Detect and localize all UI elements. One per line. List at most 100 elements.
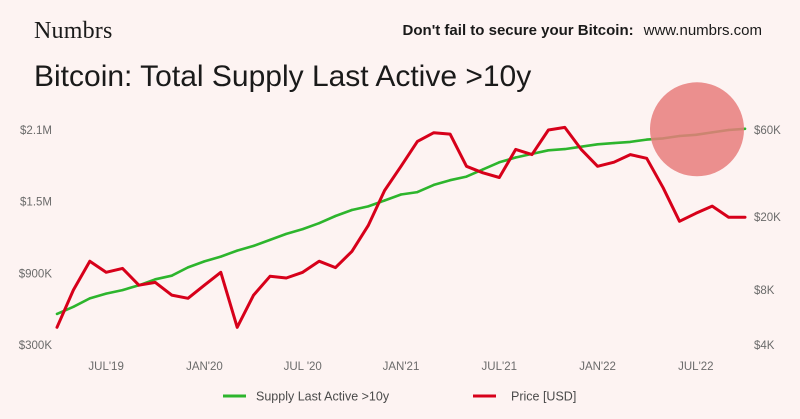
left-tick-label: $300K bbox=[19, 340, 53, 352]
right-tick-label: $20K bbox=[754, 212, 781, 224]
supply-series-point bbox=[481, 168, 485, 171]
price-series-point bbox=[383, 189, 386, 192]
supply-series-point bbox=[350, 208, 354, 212]
price-series-point bbox=[711, 204, 714, 208]
price-series-point bbox=[416, 140, 419, 143]
supply-series-point bbox=[317, 222, 321, 225]
supply-series-point bbox=[203, 260, 206, 263]
price-series-point bbox=[252, 293, 255, 297]
price-series-point bbox=[547, 128, 550, 132]
supply-series-point bbox=[645, 138, 648, 141]
supply-series-point bbox=[465, 175, 468, 178]
x-tick-label: JUL'21 bbox=[482, 361, 517, 373]
supply-series-point bbox=[219, 255, 222, 258]
price-series-point bbox=[399, 165, 403, 168]
price-series-point bbox=[104, 271, 108, 274]
right-axis: $4K $8K $20K $60K bbox=[754, 125, 781, 352]
right-tick-label: $60K bbox=[754, 125, 781, 137]
supply-series-point bbox=[367, 205, 370, 208]
price-series-point bbox=[448, 132, 452, 136]
brand-logo: Numbrs bbox=[34, 18, 113, 44]
supply-series-point bbox=[596, 143, 599, 146]
supply-series-point bbox=[186, 266, 190, 269]
promo-banner: Don't fail to secure your Bitcoin: www.nu… bbox=[403, 22, 762, 39]
price-series-point bbox=[203, 284, 206, 287]
price-series-point bbox=[236, 326, 239, 329]
supply-series-point bbox=[448, 179, 452, 182]
x-tick-label: JUL'22 bbox=[678, 361, 713, 373]
right-tick-label: $8K bbox=[754, 285, 775, 297]
supply-series-point bbox=[612, 141, 616, 145]
price-series-point bbox=[465, 165, 468, 168]
price-series-point bbox=[285, 276, 288, 280]
supply-series-point bbox=[236, 249, 239, 252]
supply-series-point bbox=[72, 305, 75, 308]
price-series-point bbox=[301, 271, 304, 274]
price-series-point bbox=[88, 260, 92, 263]
promo-text: Don't fail to secure your Bitcoin: bbox=[402, 22, 634, 39]
price-series-point bbox=[481, 171, 485, 174]
x-axis: JUL'19 JAN'20 JUL '20 JAN'21 JUL'21 JAN'22 JUL… bbox=[88, 361, 713, 373]
supply-series-point bbox=[55, 312, 59, 316]
price-series-point bbox=[121, 267, 124, 270]
supply-series-point bbox=[121, 288, 124, 292]
price-series-point bbox=[55, 326, 59, 329]
x-tick-label: JAN'20 bbox=[186, 361, 223, 373]
price-series-point bbox=[612, 161, 616, 164]
supply-series-point bbox=[498, 161, 501, 164]
price-series-point bbox=[317, 260, 321, 263]
x-tick-label: JUL '20 bbox=[284, 361, 322, 373]
supply-series-point bbox=[743, 127, 747, 130]
price-series-point bbox=[530, 153, 534, 156]
x-tick-label: JAN'22 bbox=[579, 361, 616, 373]
supply-series-point bbox=[383, 199, 386, 202]
price-series-point bbox=[72, 288, 75, 292]
legend: Supply Last Active >10y Price [USD] bbox=[223, 390, 576, 404]
supply-series-point bbox=[154, 278, 157, 281]
promo-url[interactable]: www.numbrs.com bbox=[643, 22, 762, 39]
price-series-point bbox=[334, 266, 337, 269]
price-series-point bbox=[219, 271, 222, 274]
supply-series-point bbox=[268, 238, 272, 242]
legend-label-price: Price [USD] bbox=[511, 390, 576, 404]
supply-series-point bbox=[416, 190, 419, 194]
supply-series-point bbox=[88, 297, 92, 300]
price-series-point bbox=[727, 216, 730, 219]
supply-series-point bbox=[252, 244, 255, 248]
right-tick-label: $4K bbox=[754, 340, 775, 352]
supply-series-point bbox=[285, 232, 288, 236]
price-series-point bbox=[350, 250, 354, 253]
price-series-point bbox=[432, 131, 435, 134]
price-series-point bbox=[694, 212, 698, 215]
page-title: Bitcoin: Total Supply Last Active >10y bbox=[34, 60, 532, 93]
left-tick-label: $1.5M bbox=[20, 197, 52, 209]
price-series-point bbox=[596, 165, 599, 168]
price-series-point bbox=[186, 297, 190, 300]
supply-series-point bbox=[432, 183, 435, 187]
price-series-point bbox=[563, 126, 566, 129]
left-tick-label: $2.1M bbox=[20, 125, 52, 137]
price-series-point bbox=[678, 220, 681, 223]
price-series-point bbox=[154, 281, 157, 284]
price-series-point bbox=[498, 176, 501, 179]
legend-label-supply: Supply Last Active >10y bbox=[256, 390, 390, 404]
series-lines bbox=[55, 125, 747, 329]
price-series-point bbox=[367, 224, 370, 227]
x-tick-label: JAN'21 bbox=[383, 361, 420, 373]
supply-series-point bbox=[629, 140, 632, 144]
left-axis: $300K $900K $1.5M $2.1M bbox=[19, 125, 53, 352]
supply-series-point bbox=[399, 193, 403, 196]
price-series-point bbox=[137, 284, 141, 287]
price-series-point bbox=[170, 293, 173, 297]
supply-series-point bbox=[514, 156, 517, 159]
supply-series-point bbox=[301, 227, 304, 231]
price-series-point bbox=[268, 275, 272, 278]
supply-series-point bbox=[104, 292, 108, 295]
price-series-point bbox=[629, 153, 632, 156]
x-tick-label: JUL'19 bbox=[88, 361, 123, 373]
left-tick-label: $900K bbox=[19, 268, 53, 280]
price-series-point bbox=[661, 186, 665, 189]
price-series-point bbox=[645, 157, 648, 160]
price-series-line bbox=[55, 125, 747, 329]
price-series-point bbox=[743, 216, 747, 219]
